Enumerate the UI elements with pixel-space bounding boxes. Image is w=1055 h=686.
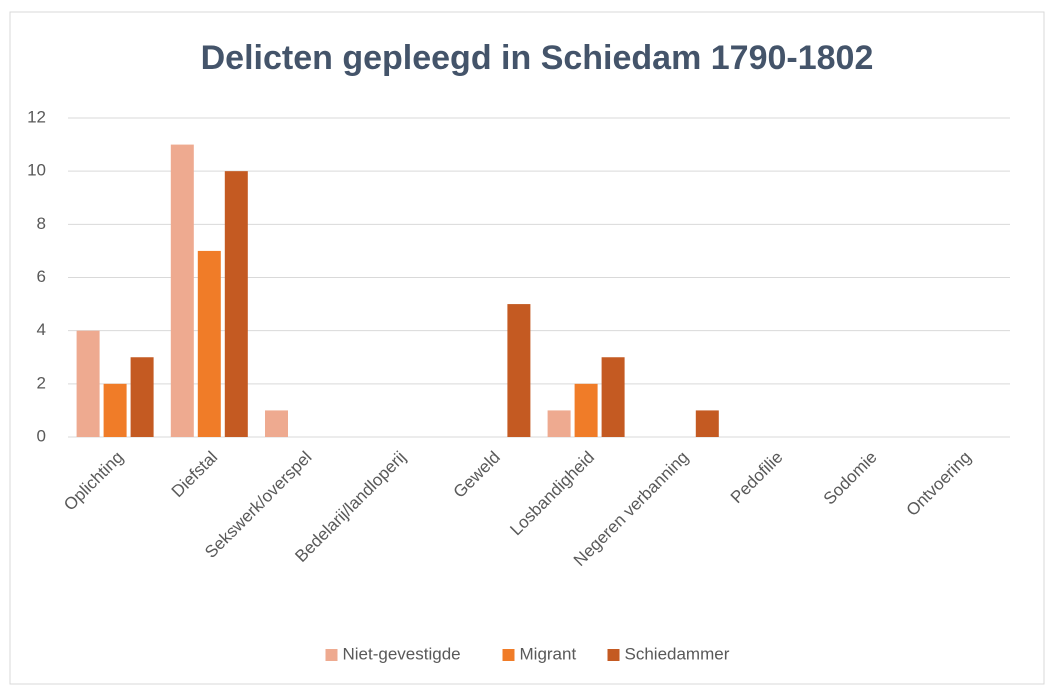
legend-label: Schiedammer: [625, 644, 730, 663]
y-tick-label: 8: [37, 214, 46, 233]
bar: [695, 410, 719, 437]
bar: [130, 357, 154, 437]
bar: [265, 410, 288, 437]
legend-swatch: [325, 649, 338, 661]
legend-swatch: [502, 649, 515, 661]
bar: [574, 383, 598, 437]
bar: [507, 304, 531, 437]
y-tick-label: 2: [37, 373, 46, 392]
legend-label: Niet-gevestigde: [343, 644, 461, 663]
y-tick-label: 12: [27, 107, 46, 126]
bar: [76, 330, 100, 437]
y-tick-label: 4: [37, 320, 46, 339]
legend-swatch: [607, 649, 620, 661]
y-tick-label: 0: [37, 426, 46, 445]
bar: [224, 171, 248, 437]
chart-title: Delicten gepleegd in Schiedam 1790-1802: [201, 39, 874, 77]
y-tick-label: 10: [27, 161, 46, 180]
bar: [601, 357, 625, 437]
bar: [547, 410, 571, 437]
bar: [103, 383, 127, 437]
y-tick-label: 6: [37, 267, 46, 286]
bar: [197, 250, 221, 437]
legend-label: Migrant: [520, 644, 577, 663]
bar: [170, 144, 194, 438]
